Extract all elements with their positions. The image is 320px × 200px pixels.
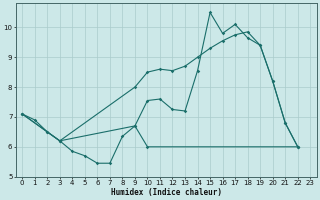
- X-axis label: Humidex (Indice chaleur): Humidex (Indice chaleur): [111, 188, 222, 197]
